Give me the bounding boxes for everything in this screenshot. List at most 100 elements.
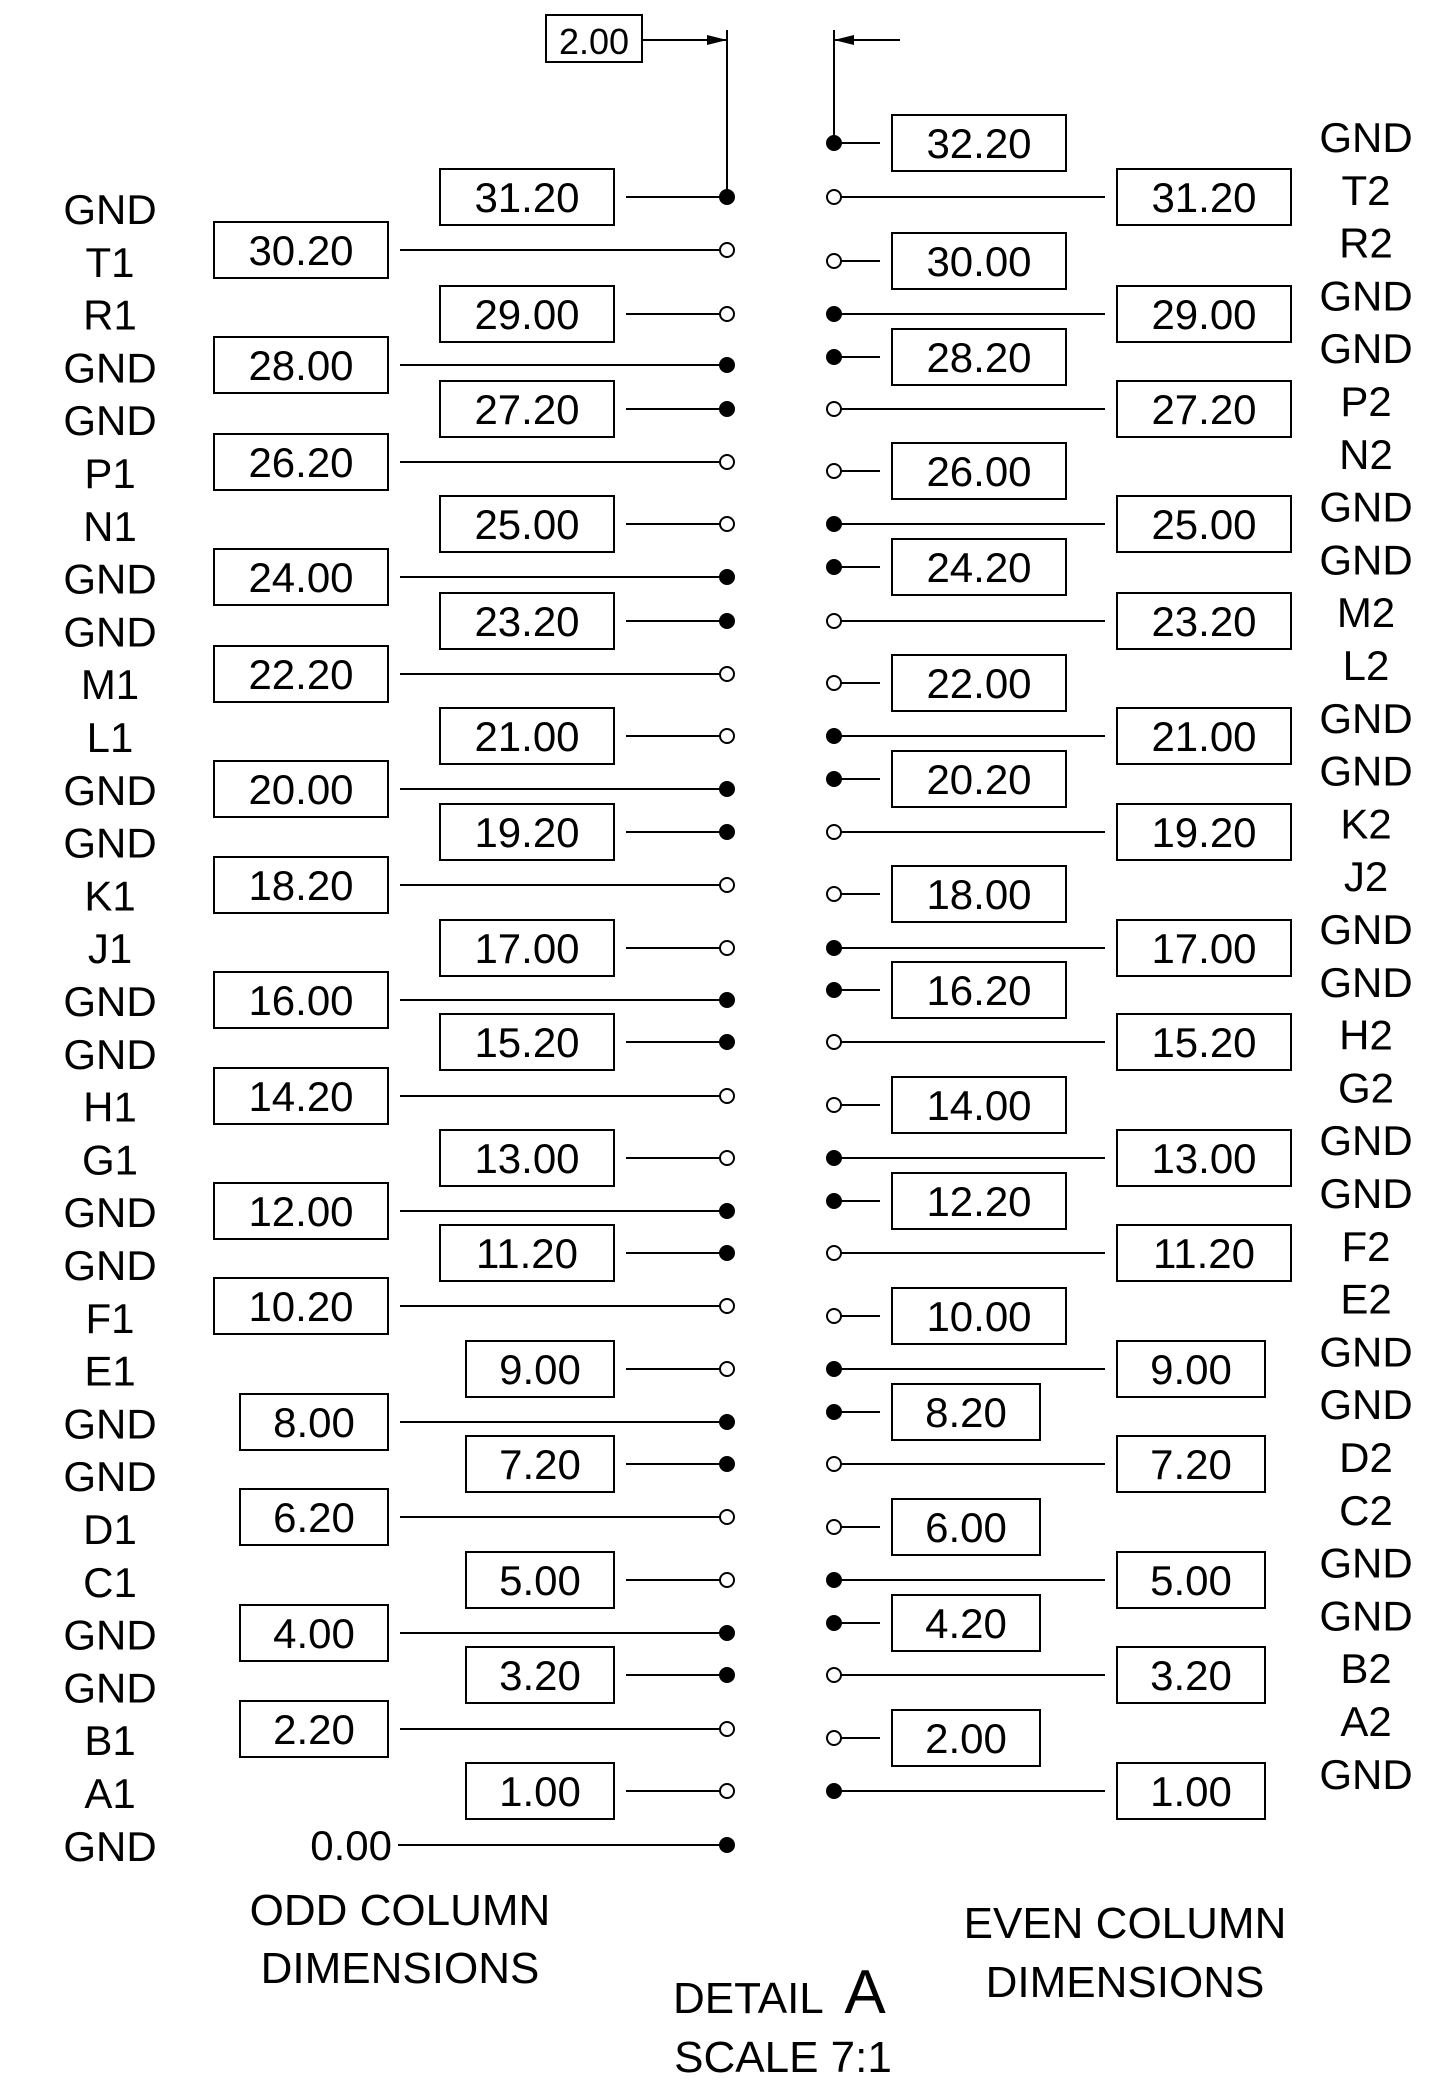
even-dimension-22-box bbox=[891, 1287, 1067, 1345]
odd-dimension-6-box bbox=[439, 495, 615, 553]
odd-pin-row: 13.00 bbox=[439, 1129, 735, 1187]
odd-signal-label: T1 bbox=[85, 239, 134, 286]
even-pin-filled bbox=[826, 1150, 842, 1166]
scale-label: SCALE 7:1 bbox=[674, 2033, 892, 2082]
even-signal-label: H2 bbox=[1339, 1012, 1393, 1059]
even-signal-label: J2 bbox=[1344, 853, 1388, 900]
odd-signal-label: N1 bbox=[83, 503, 137, 550]
odd-dimension-11-box bbox=[213, 760, 389, 818]
even-dimension-28-box bbox=[891, 1594, 1041, 1652]
odd-pin-open bbox=[719, 516, 735, 532]
odd-dimension-29-box bbox=[239, 1700, 389, 1758]
even-pin-open bbox=[826, 1034, 842, 1050]
even-dimension-10-label: 22.00 bbox=[926, 660, 1031, 707]
odd-signal-label: K1 bbox=[84, 872, 135, 919]
odd-pin-open bbox=[719, 454, 735, 470]
even-dimension-2-label: 30.00 bbox=[926, 238, 1031, 285]
odd-signal-label: J1 bbox=[88, 925, 132, 972]
odd-dimension-8-box bbox=[439, 592, 615, 650]
even-signal-label: N2 bbox=[1339, 431, 1393, 478]
odd-caption-line2: DIMENSIONS bbox=[261, 1944, 540, 1993]
even-pin-row: 29.00 bbox=[826, 285, 1292, 343]
even-signal-label: GND bbox=[1319, 1381, 1412, 1428]
odd-dimension-28-label: 3.20 bbox=[499, 1652, 581, 1699]
odd-pin-row: 15.20 bbox=[439, 1013, 735, 1071]
even-dimension-21-box bbox=[1116, 1224, 1292, 1282]
even-pin-filled bbox=[826, 1404, 842, 1420]
even-signal-label: A2 bbox=[1340, 1698, 1391, 1745]
odd-dimension-12-box bbox=[439, 803, 615, 861]
even-dimension-0-box bbox=[891, 114, 1067, 172]
detail-word: DETAIL bbox=[673, 1974, 823, 2023]
odd-pin-row: 11.20 bbox=[439, 1224, 735, 1282]
odd-pin-row: 0.00 bbox=[310, 1822, 735, 1869]
even-pin-row: 14.00 bbox=[826, 1076, 1067, 1134]
even-dimension-14-box bbox=[891, 865, 1067, 923]
odd-signal-label: A1 bbox=[84, 1770, 135, 1817]
odd-signal-label: GND bbox=[63, 556, 156, 603]
odd-dimension-14-label: 17.00 bbox=[474, 925, 579, 972]
odd-dimension-13-label: 18.20 bbox=[248, 862, 353, 909]
odd-pin-row: 6.20 bbox=[239, 1488, 735, 1546]
odd-dimension-30-box bbox=[465, 1762, 615, 1820]
even-dimension-30-label: 2.00 bbox=[925, 1715, 1007, 1762]
even-pin-row: 5.00 bbox=[826, 1551, 1266, 1609]
even-signal-label: K2 bbox=[1340, 800, 1391, 847]
even-pin-filled bbox=[826, 135, 842, 151]
odd-signal-label: E1 bbox=[84, 1348, 135, 1395]
odd-dimension-0-label: 31.20 bbox=[474, 174, 579, 221]
even-dimension-9-label: 23.20 bbox=[1151, 598, 1256, 645]
even-signal-label: GND bbox=[1319, 114, 1412, 161]
even-signal-label: GND bbox=[1319, 1540, 1412, 1587]
even-signal-label: F2 bbox=[1341, 1223, 1390, 1270]
even-signal-label: E2 bbox=[1340, 1276, 1391, 1323]
even-dimension-4-box bbox=[891, 328, 1067, 386]
odd-pin-row: 18.20 bbox=[213, 856, 735, 914]
even-dimension-13-box bbox=[1116, 803, 1292, 861]
even-dimension-4-label: 28.20 bbox=[926, 334, 1031, 381]
even-pin-filled bbox=[826, 349, 842, 365]
odd-pin-filled bbox=[719, 1667, 735, 1683]
even-pin-open bbox=[826, 1456, 842, 1472]
odd-pin-open bbox=[719, 940, 735, 956]
even-dimension-29-box bbox=[1116, 1646, 1266, 1704]
odd-signal-label: GND bbox=[63, 1242, 156, 1289]
even-pin-row: 24.20 bbox=[826, 538, 1067, 596]
odd-pin-row: 17.00 bbox=[439, 919, 735, 977]
odd-pin-row: 26.20 bbox=[213, 433, 735, 491]
odd-dimension-27-label: 4.00 bbox=[273, 1610, 355, 1657]
even-signal-label: GND bbox=[1319, 695, 1412, 742]
odd-signal-label: GND bbox=[63, 1823, 156, 1870]
odd-dimension-19-label: 12.00 bbox=[248, 1188, 353, 1235]
odd-pin-open bbox=[719, 242, 735, 258]
odd-signal-label: GND bbox=[63, 344, 156, 391]
even-signal-label: GND bbox=[1319, 1170, 1412, 1217]
even-pin-filled bbox=[826, 1572, 842, 1588]
even-pin-filled bbox=[826, 1783, 842, 1799]
pitch-dimension-box bbox=[545, 14, 643, 63]
even-dimension-20-box bbox=[891, 1172, 1067, 1230]
odd-pin-filled bbox=[719, 781, 735, 797]
odd-signal-label: L1 bbox=[87, 714, 134, 761]
even-pin-row: 23.20 bbox=[826, 592, 1292, 650]
even-dimension-24-label: 8.20 bbox=[925, 1389, 1007, 1436]
even-pin-row: 11.20 bbox=[826, 1224, 1292, 1282]
even-caption-line1: EVEN COLUMN bbox=[964, 1899, 1287, 1948]
odd-dimension-26-box bbox=[465, 1551, 615, 1609]
odd-pin-row: 5.00 bbox=[465, 1551, 735, 1609]
odd-dimension-8-label: 23.20 bbox=[474, 598, 579, 645]
odd-signal-label: R1 bbox=[83, 292, 137, 339]
odd-dimension-9-box bbox=[213, 645, 389, 703]
odd-dimension-10-label: 21.00 bbox=[474, 713, 579, 760]
even-dimension-29-label: 3.20 bbox=[1150, 1652, 1232, 1699]
even-dimension-12-box bbox=[891, 750, 1067, 808]
even-pin-row: 4.20 bbox=[826, 1594, 1041, 1652]
even-pin-filled bbox=[826, 516, 842, 532]
even-pin-filled bbox=[826, 1193, 842, 1209]
even-dimension-1-label: 31.20 bbox=[1151, 174, 1256, 221]
even-signal-label: D2 bbox=[1339, 1434, 1393, 1481]
even-dimension-26-box bbox=[891, 1498, 1041, 1556]
even-dimension-9-box bbox=[1116, 592, 1292, 650]
odd-dimension-24-label: 7.20 bbox=[499, 1441, 581, 1488]
odd-pin-row: 2.20 bbox=[239, 1700, 735, 1758]
